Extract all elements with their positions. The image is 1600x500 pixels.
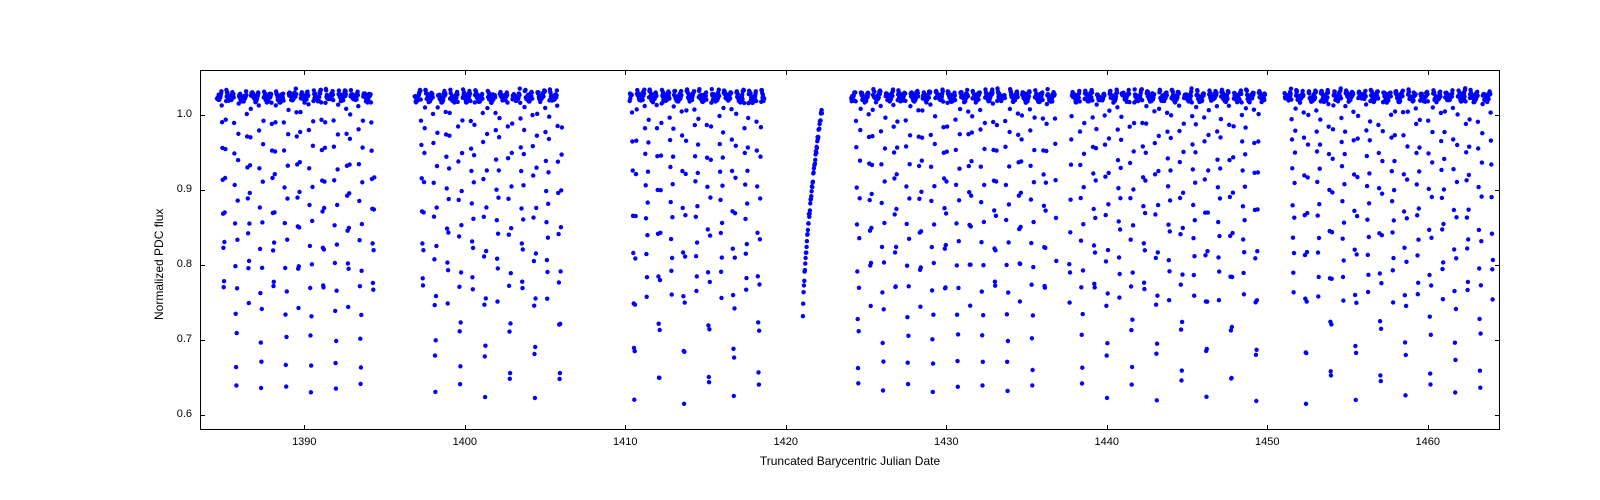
x-tick-mark xyxy=(786,425,787,430)
x-tick-label: 1450 xyxy=(1252,436,1282,448)
y-tick-mark xyxy=(200,340,205,341)
x-tick-mark xyxy=(1267,425,1268,430)
x-tick-mark xyxy=(946,425,947,430)
x-tick-mark xyxy=(946,70,947,75)
plot-axes xyxy=(200,70,1500,430)
x-tick-label: 1440 xyxy=(1092,436,1122,448)
y-tick-mark xyxy=(200,265,205,266)
y-tick-mark xyxy=(1495,340,1500,341)
x-tick-label: 1410 xyxy=(610,436,640,448)
y-tick-mark xyxy=(200,190,205,191)
x-tick-label: 1420 xyxy=(771,436,801,448)
x-tick-mark xyxy=(465,70,466,75)
x-tick-label: 1390 xyxy=(289,436,319,448)
y-tick-mark xyxy=(200,115,205,116)
x-tick-mark xyxy=(304,70,305,75)
y-tick-label: 0.7 xyxy=(177,333,192,345)
x-axis-label: Truncated Barycentric Julian Date xyxy=(750,454,950,468)
x-tick-label: 1430 xyxy=(931,436,961,448)
x-tick-mark xyxy=(625,70,626,75)
light-curve-figure: Truncated Barycentric Julian Date Normal… xyxy=(0,0,1600,500)
y-tick-label: 0.8 xyxy=(177,258,192,270)
x-tick-mark xyxy=(1107,70,1108,75)
x-tick-mark xyxy=(1428,70,1429,75)
x-tick-label: 1460 xyxy=(1413,436,1443,448)
scatter-plot xyxy=(201,71,1501,431)
y-axis-label: Normalized PDC flux xyxy=(152,209,166,320)
y-tick-mark xyxy=(1495,415,1500,416)
x-tick-mark xyxy=(304,425,305,430)
x-tick-mark xyxy=(1428,425,1429,430)
y-tick-mark xyxy=(1495,265,1500,266)
y-tick-label: 0.9 xyxy=(177,183,192,195)
x-tick-label: 1400 xyxy=(450,436,480,448)
y-tick-mark xyxy=(200,415,205,416)
x-tick-mark xyxy=(1267,70,1268,75)
y-tick-mark xyxy=(1495,190,1500,191)
y-tick-label: 1.0 xyxy=(177,108,192,120)
y-tick-label: 0.6 xyxy=(177,408,192,420)
x-tick-mark xyxy=(465,425,466,430)
x-tick-mark xyxy=(625,425,626,430)
x-tick-mark xyxy=(1107,425,1108,430)
x-tick-mark xyxy=(786,70,787,75)
y-tick-mark xyxy=(1495,115,1500,116)
